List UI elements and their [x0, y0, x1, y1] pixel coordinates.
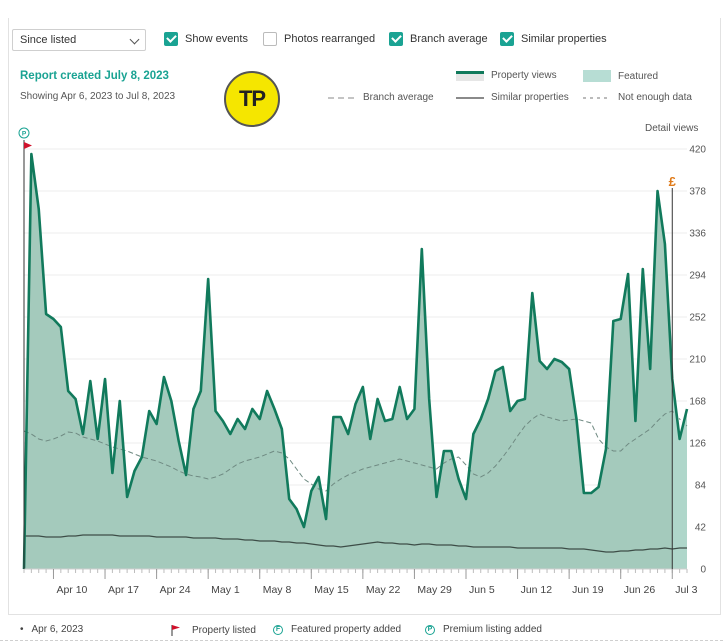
legend-property-views: Property views [456, 70, 557, 81]
show-events-checkbox[interactable]: Show events [164, 32, 248, 46]
agency-logo: TP [224, 71, 280, 127]
legend-similar-properties: Similar properties [456, 92, 569, 103]
legend-branch-average: Branch average [328, 92, 434, 103]
x-tick-label: Apr 17 [108, 584, 139, 596]
checkbox-checked-icon [164, 32, 178, 46]
views-area [24, 154, 687, 569]
legend-branch-average-swatch [328, 97, 356, 98]
photos-rearranged-label: Photos rearranged [284, 33, 376, 45]
x-tick-label: Jun 5 [469, 584, 495, 596]
y-tick-label: 42 [695, 523, 707, 534]
similar-properties-label: Similar properties [521, 33, 607, 45]
y-tick-label: 336 [689, 229, 706, 240]
legend-similar-properties-label: Similar properties [491, 92, 569, 103]
x-tick-label: Apr 10 [56, 584, 87, 596]
flag-icon [24, 142, 32, 149]
footer-date-item: • Apr 6, 2023 [20, 624, 83, 635]
footer-property-listed: Property listed [170, 624, 256, 636]
x-tick-label: May 29 [417, 584, 452, 596]
branch-average-line [23, 410, 673, 492]
footer-property-listed-label: Property listed [192, 624, 256, 636]
footer-date: Apr 6, 2023 [31, 624, 84, 635]
y-tick-label: 126 [689, 439, 706, 450]
y-tick-label: 378 [689, 187, 706, 198]
y-tick-label: 294 [689, 271, 706, 282]
premium-icon: P [425, 624, 435, 635]
x-tick-label: Jul 3 [675, 584, 697, 596]
branch-average-not-enough-data-line [671, 410, 688, 427]
event-footer: • Apr 6, 2023 Property listed F Featured… [0, 616, 723, 644]
y-tick-label: 252 [689, 313, 706, 324]
legend-featured: Featured [583, 70, 658, 82]
featured-icon: F [273, 624, 283, 635]
views-chart: 0 42 84 126 168 210 252 294 336 378 420 Apr 10 Apr … [18, 127, 707, 596]
x-tick-label: May 8 [263, 584, 292, 596]
legend-property-views-label: Property views [491, 70, 557, 81]
show-events-label: Show events [185, 33, 248, 45]
similar-properties-line [24, 534, 687, 553]
checkbox-checked-icon [500, 32, 514, 46]
legend-not-enough-data: Not enough data [583, 92, 692, 103]
checkbox-checked-icon [389, 32, 403, 46]
footer-premium-added: P Premium listing added [425, 624, 542, 635]
footer-featured-added: F Featured property added [273, 624, 401, 635]
property-views-line [22, 152, 689, 570]
checkbox-unchecked-icon [263, 32, 277, 46]
x-tick-label: May 1 [211, 584, 240, 596]
footer-featured-added-label: Featured property added [291, 624, 402, 635]
premium-event-icon-label: P [22, 131, 27, 138]
y-axis-label: Detail views [645, 123, 699, 134]
footer-divider [0, 640, 723, 641]
x-tick-label: Jun 26 [624, 584, 656, 596]
similar-properties-checkbox[interactable]: Similar properties [500, 32, 607, 46]
y-tick-label: 210 [689, 355, 706, 366]
report-title: Report created July 8, 2023 [20, 70, 169, 82]
x-tick-label: May 15 [314, 584, 349, 596]
range-select[interactable]: Since listed [12, 29, 146, 51]
report-subtitle: Showing Apr 6, 2023 to Jul 8, 2023 [20, 91, 176, 102]
bullet-icon: • [20, 624, 24, 635]
legend-featured-swatch [583, 70, 611, 82]
range-select-value: Since listed [20, 34, 77, 46]
branch-average-checkbox[interactable]: Branch average [389, 32, 488, 46]
x-tick-label: Jun 12 [521, 584, 553, 596]
flag-icon [171, 625, 180, 636]
legend-not-enough-data-swatch [583, 97, 611, 98]
branch-average-label: Branch average [410, 33, 488, 45]
premium-event-icon [18, 127, 30, 139]
featured-event-icon: £ [669, 174, 677, 189]
y-tick-label: 84 [695, 481, 707, 492]
legend-similar-properties-swatch [456, 96, 484, 99]
legend-branch-average-label: Branch average [363, 92, 434, 103]
photos-rearranged-checkbox[interactable]: Photos rearranged [263, 32, 375, 46]
legend-featured-label: Featured [618, 70, 659, 82]
legend-property-views-swatch [456, 70, 484, 81]
legend-not-enough-data-label: Not enough data [618, 92, 692, 103]
y-tick-label: 0 [700, 565, 706, 576]
footer-premium-added-label: Premium listing added [443, 624, 542, 635]
y-tick-label: 168 [689, 397, 706, 408]
x-tick-label: Apr 24 [160, 584, 191, 596]
x-tick-label: Jun 19 [572, 584, 604, 596]
y-tick-label: 420 [689, 145, 706, 156]
x-tick-label: May 22 [366, 584, 401, 596]
